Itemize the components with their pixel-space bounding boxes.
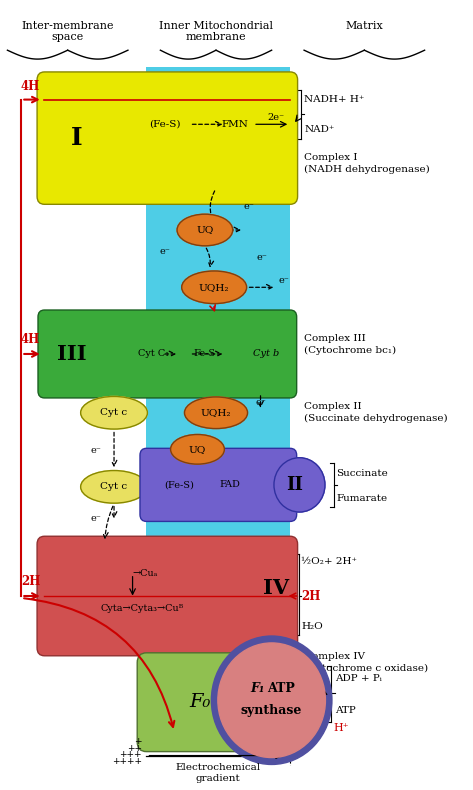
Text: F₀: F₀ bbox=[189, 693, 210, 711]
Text: Cyt C₁: Cyt C₁ bbox=[138, 349, 169, 359]
FancyBboxPatch shape bbox=[147, 67, 290, 729]
Text: Complex II
(Succinate dehydrogenase): Complex II (Succinate dehydrogenase) bbox=[304, 402, 448, 423]
Text: FMN: FMN bbox=[221, 120, 248, 129]
Text: +++: +++ bbox=[119, 750, 142, 759]
Ellipse shape bbox=[171, 435, 224, 465]
Text: III: III bbox=[58, 344, 87, 364]
Text: Complex IV
(Cytochrome c oxidase): Complex IV (Cytochrome c oxidase) bbox=[304, 653, 428, 673]
Text: (Fe-S): (Fe-S) bbox=[164, 480, 194, 489]
Text: 4H: 4H bbox=[21, 333, 40, 346]
Text: 2H: 2H bbox=[301, 589, 321, 603]
FancyBboxPatch shape bbox=[137, 653, 263, 751]
Text: Inner Mitochondrial
membrane: Inner Mitochondrial membrane bbox=[159, 21, 273, 42]
Text: IV: IV bbox=[263, 578, 289, 598]
Text: UQH₂: UQH₂ bbox=[201, 408, 231, 417]
Text: e⁻: e⁻ bbox=[90, 446, 101, 455]
Text: UQ: UQ bbox=[196, 225, 214, 235]
Text: Electrochemical
gradient: Electrochemical gradient bbox=[176, 763, 261, 783]
Text: e⁻: e⁻ bbox=[243, 201, 254, 211]
Ellipse shape bbox=[177, 214, 233, 246]
Text: Cyta→Cyta₃→Cuᴮ: Cyta→Cyta₃→Cuᴮ bbox=[100, 604, 184, 613]
Ellipse shape bbox=[218, 643, 325, 758]
Ellipse shape bbox=[182, 271, 246, 303]
Text: ++++: ++++ bbox=[112, 757, 142, 766]
Text: ADP + Pᵢ: ADP + Pᵢ bbox=[335, 674, 382, 683]
FancyBboxPatch shape bbox=[140, 448, 297, 521]
Text: UQH₂: UQH₂ bbox=[199, 283, 229, 292]
Ellipse shape bbox=[274, 457, 325, 512]
Text: NADH+ H⁺: NADH+ H⁺ bbox=[304, 95, 365, 104]
Text: Succinate: Succinate bbox=[336, 468, 388, 477]
Text: +: + bbox=[134, 737, 142, 747]
Text: NAD⁺: NAD⁺ bbox=[304, 125, 334, 134]
Text: e⁻: e⁻ bbox=[278, 276, 289, 285]
Text: II: II bbox=[286, 476, 303, 494]
Text: Fe-S: Fe-S bbox=[194, 349, 216, 359]
Text: Cyt b: Cyt b bbox=[253, 349, 280, 359]
Text: →Cuₐ: →Cuₐ bbox=[132, 570, 158, 578]
Text: Fumarate: Fumarate bbox=[336, 495, 388, 503]
Text: 4H: 4H bbox=[21, 80, 40, 92]
Text: e⁻: e⁻ bbox=[255, 398, 266, 408]
Text: ½O₂+ 2H⁺: ½O₂+ 2H⁺ bbox=[301, 558, 357, 566]
Text: Inter-membrane
space: Inter-membrane space bbox=[21, 21, 114, 42]
Text: 2e⁻: 2e⁻ bbox=[268, 113, 285, 122]
Text: Matrix: Matrix bbox=[345, 21, 383, 31]
Ellipse shape bbox=[81, 471, 148, 503]
Text: e⁻: e⁻ bbox=[257, 253, 268, 262]
Text: 2H: 2H bbox=[21, 575, 40, 588]
Text: H₂O: H₂O bbox=[301, 622, 323, 630]
FancyBboxPatch shape bbox=[37, 72, 298, 205]
Text: H⁺: H⁺ bbox=[334, 723, 349, 733]
Ellipse shape bbox=[81, 397, 148, 429]
Text: UQ: UQ bbox=[189, 445, 206, 453]
Text: F₁: F₁ bbox=[251, 682, 265, 695]
Text: e⁻: e⁻ bbox=[159, 247, 170, 256]
Text: ATP: ATP bbox=[267, 682, 295, 695]
Text: Complex I
(NADH dehydrogenase): Complex I (NADH dehydrogenase) bbox=[304, 153, 430, 175]
Ellipse shape bbox=[184, 397, 247, 428]
Text: Cyt c: Cyt c bbox=[100, 408, 128, 417]
Text: Cyt c: Cyt c bbox=[100, 483, 128, 491]
Text: (Fe-S): (Fe-S) bbox=[149, 120, 181, 129]
FancyBboxPatch shape bbox=[38, 310, 297, 398]
Text: ATP: ATP bbox=[335, 705, 355, 715]
Text: Complex III
(Cytochrome bc₁): Complex III (Cytochrome bc₁) bbox=[304, 333, 396, 355]
Ellipse shape bbox=[211, 636, 332, 765]
Text: synthase: synthase bbox=[241, 704, 302, 717]
Text: ++: ++ bbox=[127, 744, 142, 753]
Text: e⁻: e⁻ bbox=[90, 514, 101, 523]
Text: FAD: FAD bbox=[219, 480, 240, 489]
FancyBboxPatch shape bbox=[37, 536, 298, 656]
Text: I: I bbox=[71, 126, 83, 150]
